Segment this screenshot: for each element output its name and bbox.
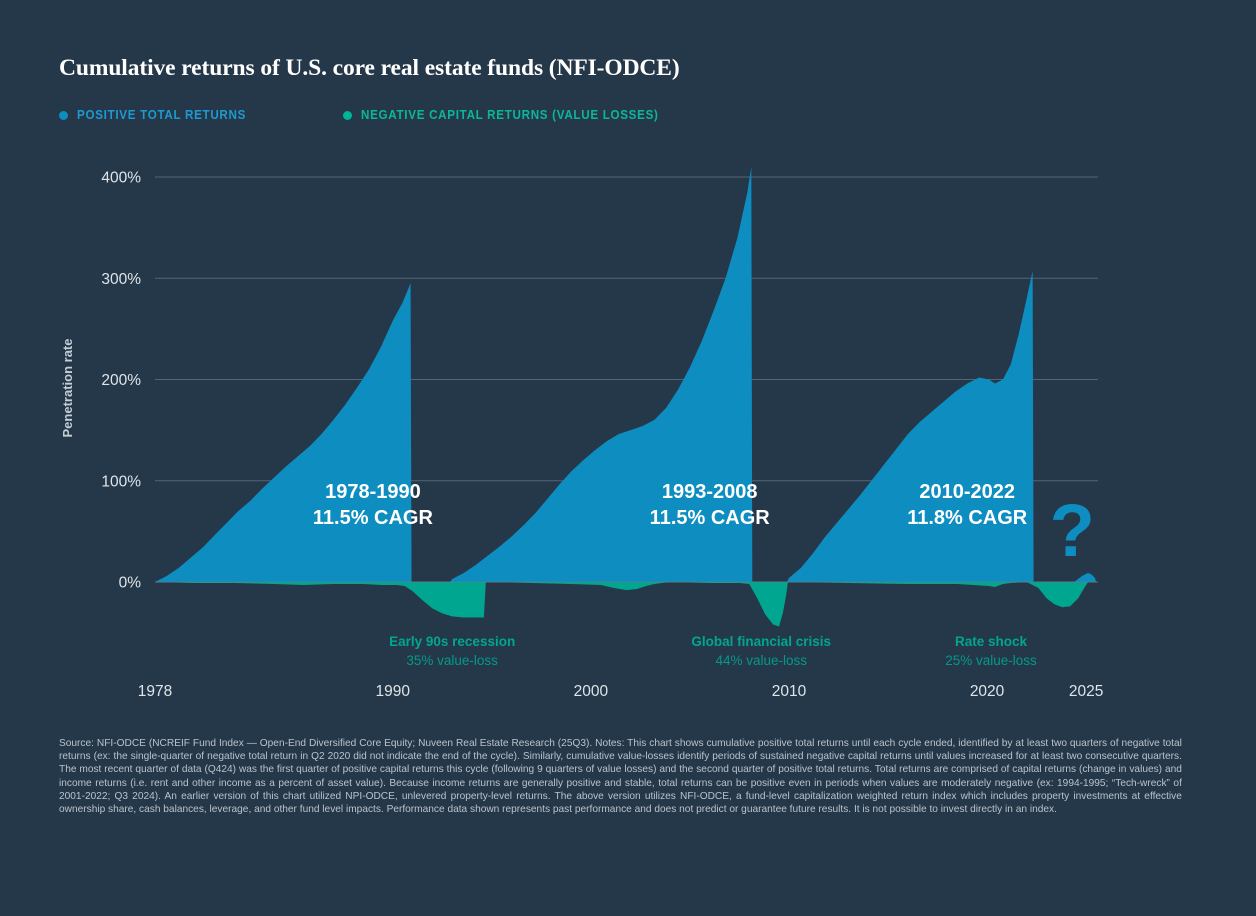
annotation-subtitle: 35% value-loss xyxy=(406,653,498,668)
y-axis-title: Penetration rate xyxy=(60,339,75,438)
x-axis-tick-label: 2010 xyxy=(772,683,807,700)
dot-icon xyxy=(59,110,68,120)
cycle-period-label: 2010-2022 xyxy=(919,481,1015,503)
x-axis-tick-label: 1978 xyxy=(138,683,172,700)
cycle-cagr-label: 11.5% CAGR xyxy=(313,507,434,529)
y-axis-tick-label: 200% xyxy=(101,372,141,389)
source-footnote: Source: NFI-ODCE (NCREIF Fund Index — Op… xyxy=(59,738,1182,816)
y-axis-tick-label: 0% xyxy=(119,575,142,592)
annotation-title: Early 90s recession xyxy=(389,634,515,649)
y-axis-tick-label: 300% xyxy=(101,271,141,288)
chart-legend: Positive total returns Negative capital … xyxy=(59,108,681,122)
y-axis-tick-label: 100% xyxy=(101,473,141,490)
annotation-subtitle: 25% value-loss xyxy=(945,653,1037,668)
x-axis-tick-label: 2000 xyxy=(574,683,609,700)
x-axis-tick-label: 1990 xyxy=(375,683,410,700)
annotation-title: Rate shock xyxy=(955,634,1028,649)
series-area-positive xyxy=(155,166,1097,582)
legend-label-positive: Positive total returns xyxy=(77,108,247,122)
cycle-cagr-label: 11.8% CAGR xyxy=(907,507,1028,529)
annotation-subtitle: 44% value-loss xyxy=(715,653,807,668)
cycle-period-label: 1978-1990 xyxy=(325,481,421,503)
x-axis-tick-label: 2020 xyxy=(970,683,1005,700)
cycle-cagr-label: 11.5% CAGR xyxy=(650,507,771,529)
annotation-title: Global financial crisis xyxy=(691,634,831,649)
series-area-negative xyxy=(155,582,1097,627)
legend-item-positive: Positive total returns xyxy=(59,108,343,122)
x-axis-tick-label: 2025 xyxy=(1069,683,1103,700)
legend-item-negative: Negative capital returns (value losses) xyxy=(343,108,681,122)
dot-icon xyxy=(343,110,352,120)
y-axis-tick-label: 400% xyxy=(101,170,141,187)
future-question-mark: ? xyxy=(1050,489,1095,572)
page-title: Cumulative returns of U.S. core real est… xyxy=(59,55,680,81)
cycle-period-label: 1993-2008 xyxy=(662,481,758,503)
legend-label-negative: Negative capital returns (value losses) xyxy=(361,108,659,122)
